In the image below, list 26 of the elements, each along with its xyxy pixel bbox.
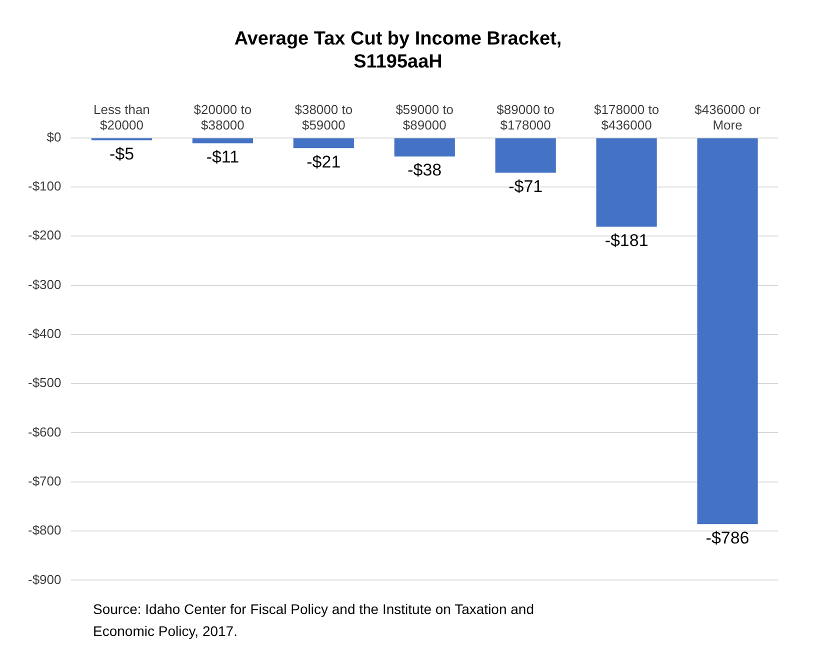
x-tick-label: $20000 to $38000 [194,102,252,133]
y-tick-label: -$400 [28,326,62,341]
data-label: -$38 [408,160,442,180]
data-label: -$71 [508,176,543,196]
data-label: -$181 [604,230,648,250]
source-note: Source: Idaho Center for Fiscal Policy and the Institute on Taxation and Economic Policy, 2017. [93,600,535,641]
y-tick-label: -$100 [28,178,62,194]
data-label: -$11 [206,147,240,166]
chart-title: Average Tax Cut by Income Bracket, S1195aaH [234,28,562,72]
y-tick-label: -$200 [28,228,62,243]
y-tick-label: -$700 [28,473,62,488]
x-tick-label: $436000 or More [694,102,762,133]
x-tick-label: $178000 to $436000 [594,102,660,133]
data-label: -$5 [109,144,134,164]
y-tick-label: -$300 [28,276,62,292]
y-tick-label: -$800 [28,522,62,538]
y-tick-label: $0 [46,129,62,144]
y-tick-label: -$500 [28,375,62,390]
y-tick-label: -$900 [28,572,62,587]
y-tick-label: -$600 [28,424,62,440]
x-tick-label: $38000 to $59000 [294,102,353,133]
x-tick-label: $89000 to $178000 [496,102,555,133]
data-label: -$21 [306,152,341,172]
data-label: -$786 [706,528,750,548]
x-tick-label: Less than $20000 [94,102,150,133]
x-tick-label: $59000 to $89000 [396,102,454,133]
